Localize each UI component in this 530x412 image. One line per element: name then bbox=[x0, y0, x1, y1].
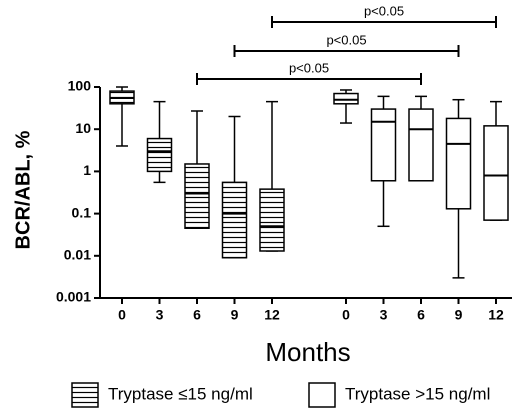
y-tick-label: 0.001 bbox=[56, 289, 91, 305]
x-tick-label: 12 bbox=[264, 307, 280, 323]
box bbox=[333, 92, 359, 105]
y-tick-label: 10 bbox=[75, 120, 91, 136]
box bbox=[483, 125, 509, 221]
x-tick-label: 3 bbox=[156, 307, 164, 323]
box bbox=[370, 108, 397, 182]
x-tick-label: 12 bbox=[488, 307, 504, 323]
y-tick-label: 100 bbox=[68, 78, 92, 94]
x-tick-label: 6 bbox=[193, 307, 201, 323]
legend-label: Tryptase ≤15 ng/ml bbox=[108, 384, 253, 403]
x-tick-label: 9 bbox=[231, 307, 239, 323]
box bbox=[259, 188, 285, 252]
x-tick-label: 9 bbox=[455, 307, 463, 323]
y-tick-label: 1 bbox=[83, 162, 91, 178]
annotation: p<0.05 bbox=[289, 60, 329, 75]
x-tick-label: 3 bbox=[380, 307, 388, 323]
x-tick-label: 6 bbox=[417, 307, 425, 323]
legend-label: Tryptase >15 ng/ml bbox=[345, 384, 490, 403]
legend-swatch bbox=[71, 382, 99, 408]
box bbox=[146, 137, 173, 173]
box bbox=[184, 163, 210, 229]
annotation: p<0.05 bbox=[364, 3, 404, 18]
annotation: p<0.05 bbox=[326, 32, 366, 47]
box bbox=[445, 117, 472, 210]
x-tick-label: 0 bbox=[118, 307, 126, 323]
y-tick-label: 0.01 bbox=[64, 247, 91, 263]
x-tick-label: 0 bbox=[342, 307, 350, 323]
y-axis-label: BCR/ABL, % bbox=[12, 130, 34, 249]
x-axis-label: Months bbox=[265, 337, 350, 367]
box bbox=[221, 181, 248, 259]
box bbox=[408, 108, 434, 182]
legend-swatch bbox=[308, 382, 336, 408]
y-tick-label: 0.1 bbox=[72, 204, 92, 220]
